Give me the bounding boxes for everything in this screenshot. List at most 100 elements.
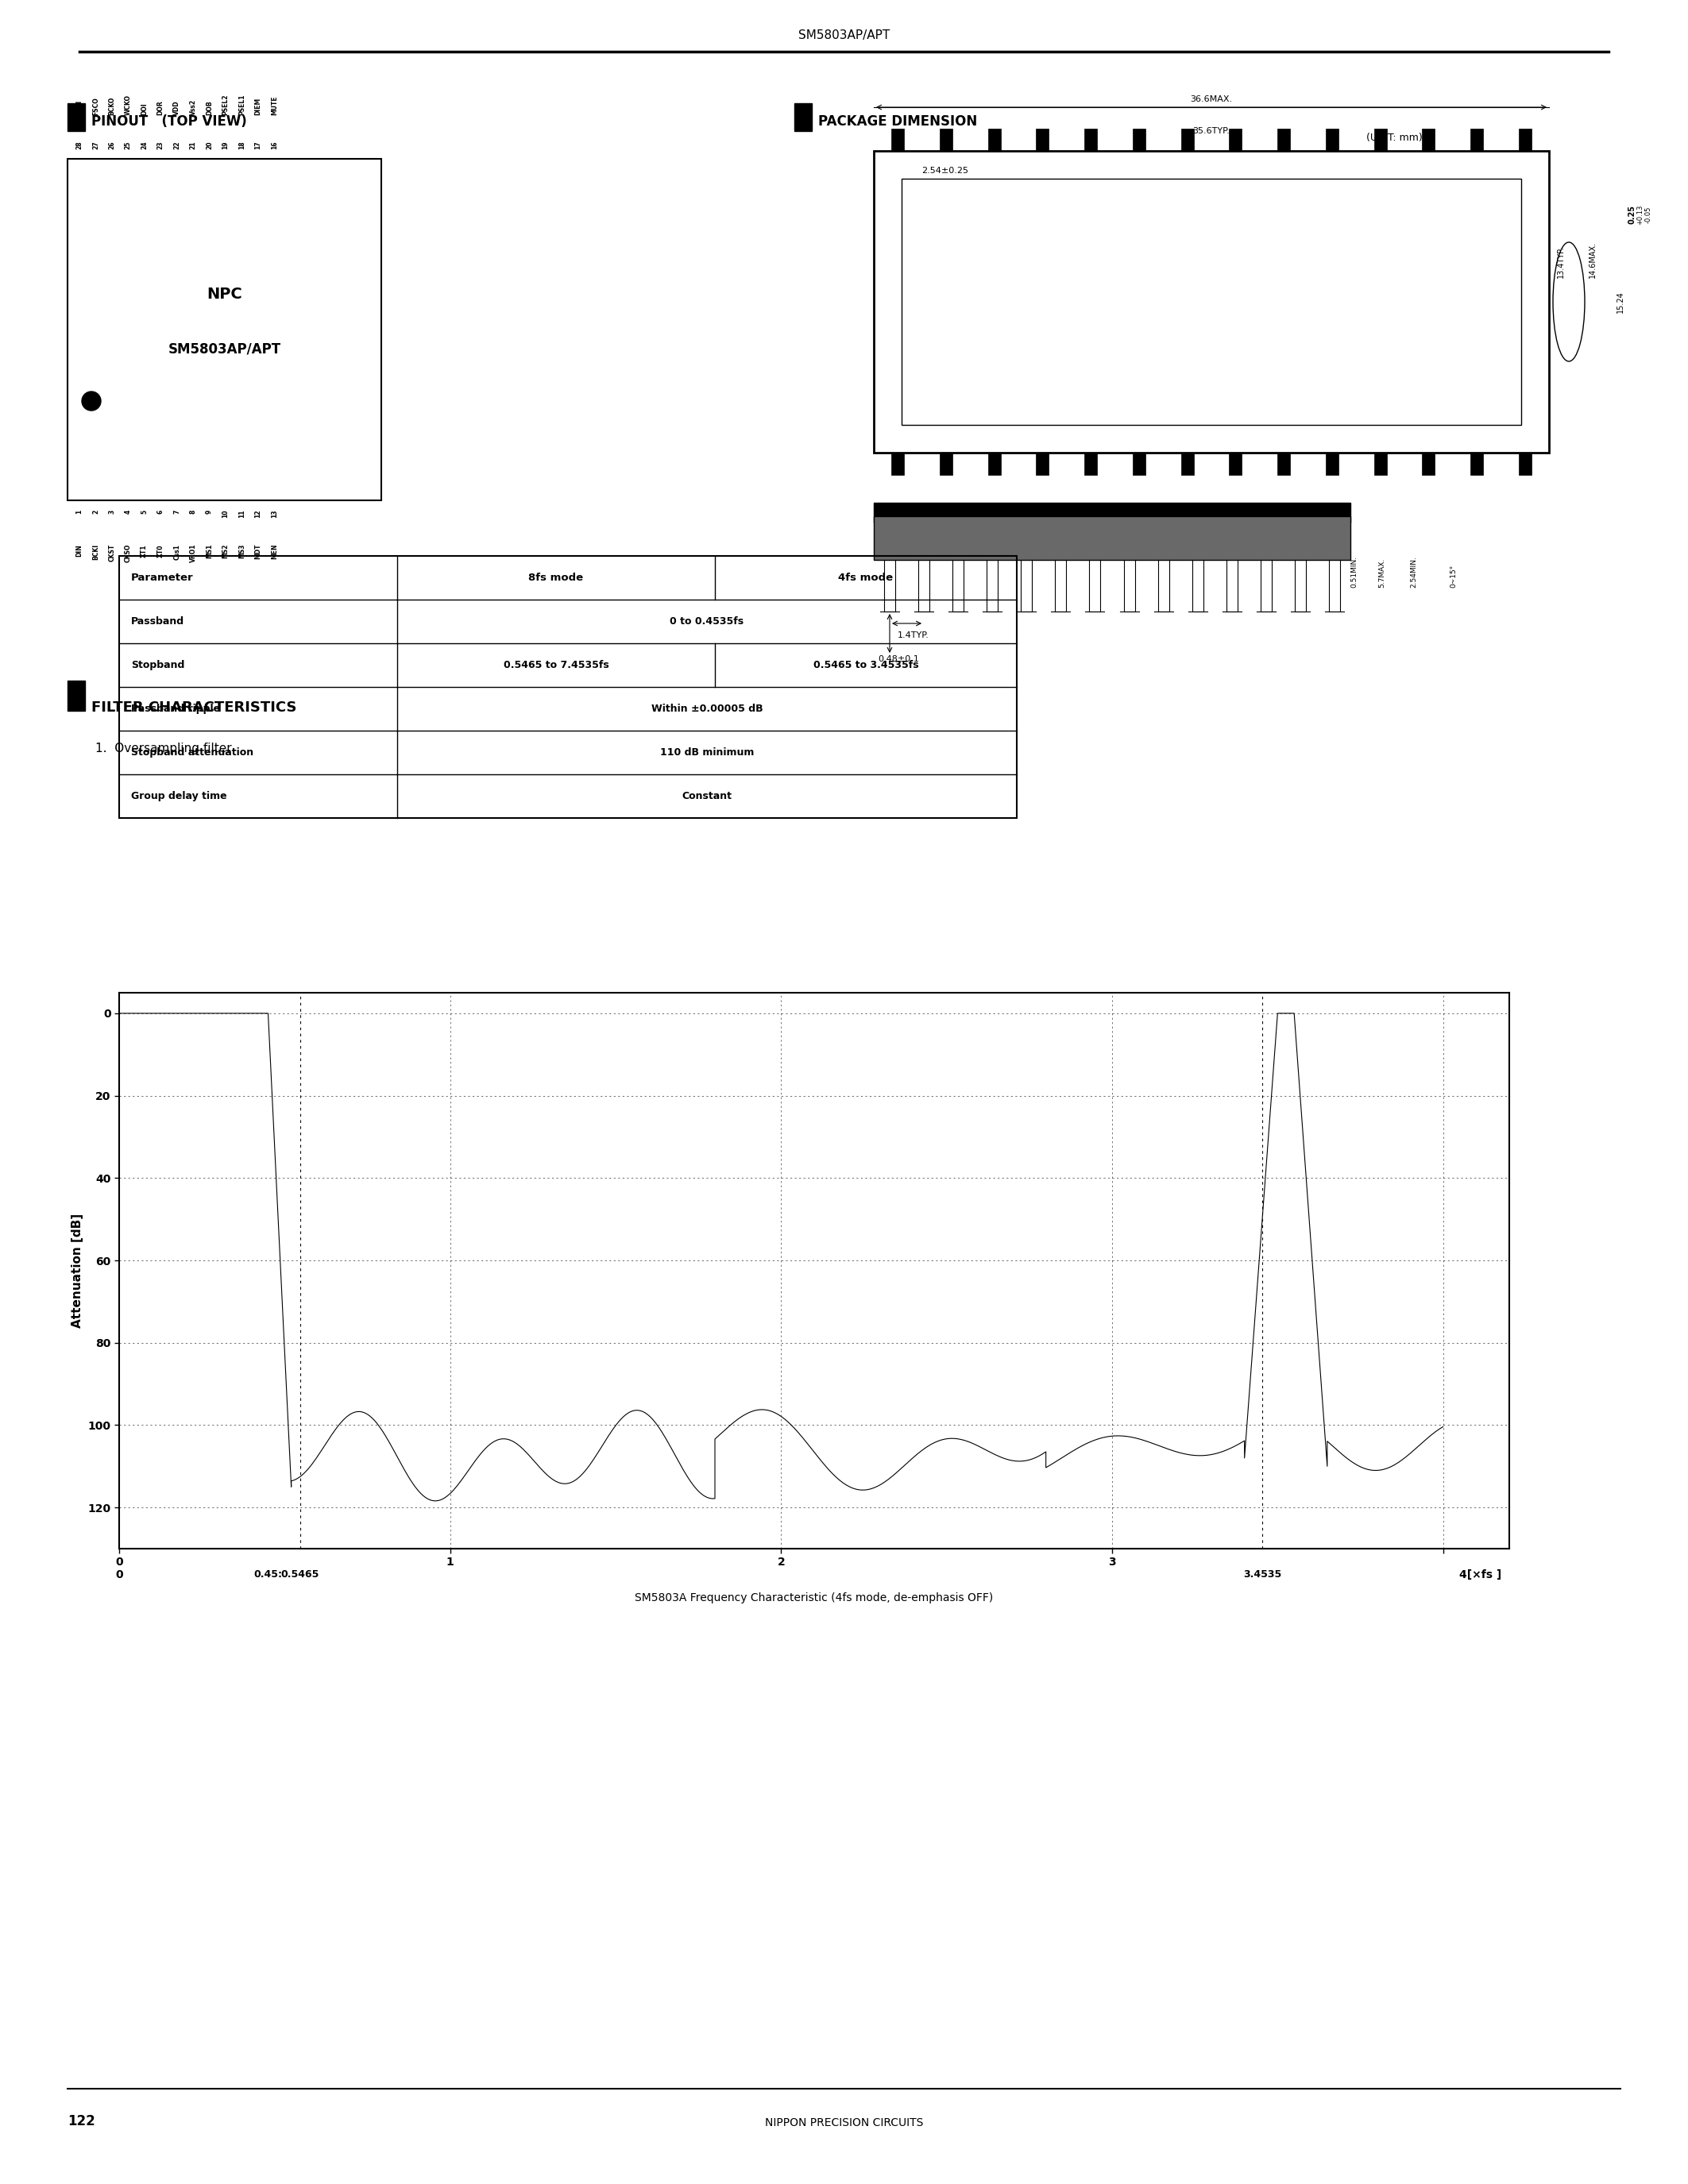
Text: 0.45:: 0.45: xyxy=(253,1570,282,1579)
Text: CKSO: CKSO xyxy=(125,544,132,563)
Bar xyxy=(874,515,1350,559)
Text: 23: 23 xyxy=(157,142,164,149)
Text: 0.25: 0.25 xyxy=(1629,205,1636,225)
Text: BCKI: BCKI xyxy=(93,544,100,559)
Text: 8: 8 xyxy=(189,509,197,513)
Text: 1: 1 xyxy=(76,509,83,513)
Text: 122: 122 xyxy=(68,2114,95,2129)
Bar xyxy=(1278,129,1290,151)
Text: 27: 27 xyxy=(93,140,100,149)
Text: 24: 24 xyxy=(140,142,149,149)
Bar xyxy=(1295,557,1307,612)
Text: DIN: DIN xyxy=(76,544,83,557)
Bar xyxy=(1261,557,1271,612)
Text: MS1: MS1 xyxy=(206,544,213,559)
Bar xyxy=(1021,557,1031,612)
Text: PINOUT   (TOP VIEW): PINOUT (TOP VIEW) xyxy=(91,114,246,129)
Text: 5: 5 xyxy=(140,509,149,513)
Bar xyxy=(1374,129,1388,151)
Text: 16: 16 xyxy=(270,142,279,149)
Text: PSEL1: PSEL1 xyxy=(238,94,245,116)
Text: Constant: Constant xyxy=(682,791,733,802)
Text: 4fs mode: 4fs mode xyxy=(839,572,893,583)
Text: 0: 0 xyxy=(115,1570,123,1581)
Text: Within ±0.00005 dB: Within ±0.00005 dB xyxy=(652,703,763,714)
Text: 0~15°: 0~15° xyxy=(1450,563,1457,587)
Text: 9: 9 xyxy=(206,509,213,513)
Text: 21: 21 xyxy=(189,142,197,149)
Bar xyxy=(1374,452,1388,474)
Text: NPC: NPC xyxy=(206,286,241,301)
Text: 110 dB minimum: 110 dB minimum xyxy=(660,747,755,758)
Bar xyxy=(940,129,952,151)
Bar xyxy=(795,103,812,131)
Text: 6: 6 xyxy=(157,509,164,513)
Text: 11: 11 xyxy=(238,509,245,518)
Bar xyxy=(1036,452,1048,474)
Text: VRO1: VRO1 xyxy=(189,544,197,563)
Text: MDT: MDT xyxy=(255,544,262,559)
Bar xyxy=(1229,452,1242,474)
Bar xyxy=(1133,129,1146,151)
Bar xyxy=(1229,129,1242,151)
Text: DIEM: DIEM xyxy=(255,98,262,116)
Bar xyxy=(891,129,905,151)
Text: 26: 26 xyxy=(108,142,115,149)
Text: 0 to 0.4535fs: 0 to 0.4535fs xyxy=(670,616,744,627)
Bar xyxy=(1158,557,1170,612)
Text: SM5803AP/APT: SM5803AP/APT xyxy=(798,31,890,41)
Bar xyxy=(68,103,84,131)
Bar xyxy=(1225,557,1237,612)
Bar xyxy=(68,681,84,710)
Bar xyxy=(1084,129,1097,151)
Text: VDD: VDD xyxy=(174,100,181,116)
Bar xyxy=(1192,557,1204,612)
Text: Passband: Passband xyxy=(132,616,184,627)
Bar xyxy=(918,557,930,612)
Text: Passband ripple: Passband ripple xyxy=(132,703,219,714)
Text: Group delay time: Group delay time xyxy=(132,791,226,802)
Text: 13.4TYP.: 13.4TYP. xyxy=(1556,245,1565,277)
Text: Stopband attenuation: Stopband attenuation xyxy=(132,747,253,758)
Bar xyxy=(952,557,964,612)
Text: Css1: Css1 xyxy=(174,544,181,559)
Bar xyxy=(1470,452,1484,474)
Text: 19: 19 xyxy=(223,142,230,149)
Text: 1.4TYP.: 1.4TYP. xyxy=(898,631,930,640)
Text: 0.51MIN.: 0.51MIN. xyxy=(1350,557,1357,587)
Text: DOR: DOR xyxy=(157,100,164,116)
Text: MS3: MS3 xyxy=(238,544,245,559)
Text: BCKO: BCKO xyxy=(108,96,115,116)
Text: 4: 4 xyxy=(125,509,132,513)
Text: 5.7MAX.: 5.7MAX. xyxy=(1379,559,1386,587)
Bar xyxy=(1182,452,1193,474)
Text: NIPPON PRECISION CIRCUITS: NIPPON PRECISION CIRCUITS xyxy=(765,2116,923,2129)
Text: 3: 3 xyxy=(108,509,115,513)
Bar xyxy=(1133,452,1146,474)
Bar xyxy=(901,179,1521,426)
Bar xyxy=(1325,129,1339,151)
Bar xyxy=(874,151,1550,452)
Text: 4[×fs ]: 4[×fs ] xyxy=(1460,1570,1502,1581)
Text: CKST: CKST xyxy=(108,544,115,561)
Text: 22: 22 xyxy=(174,142,181,149)
Bar xyxy=(1124,557,1134,612)
Bar xyxy=(940,452,952,474)
Text: MUTE: MUTE xyxy=(270,96,279,116)
Text: DOI: DOI xyxy=(140,103,149,116)
Bar xyxy=(120,557,1016,819)
Bar xyxy=(1089,557,1101,612)
Text: MEN: MEN xyxy=(270,544,279,559)
Text: 3.4535: 3.4535 xyxy=(1242,1570,1281,1579)
Text: 8fs mode: 8fs mode xyxy=(528,572,584,583)
Bar xyxy=(987,129,1001,151)
Text: 20: 20 xyxy=(206,142,213,149)
Y-axis label: Attenuation [dB]: Attenuation [dB] xyxy=(71,1214,83,1328)
Text: 2.54MIN.: 2.54MIN. xyxy=(1411,557,1418,587)
Text: 0.48±0.1: 0.48±0.1 xyxy=(878,655,918,664)
Text: 12: 12 xyxy=(255,509,262,518)
Text: 1.  Oversampling filter: 1. Oversampling filter xyxy=(95,743,231,753)
Text: LRCI: LRCI xyxy=(76,100,83,116)
Text: 17: 17 xyxy=(255,140,262,149)
Bar xyxy=(1036,129,1048,151)
